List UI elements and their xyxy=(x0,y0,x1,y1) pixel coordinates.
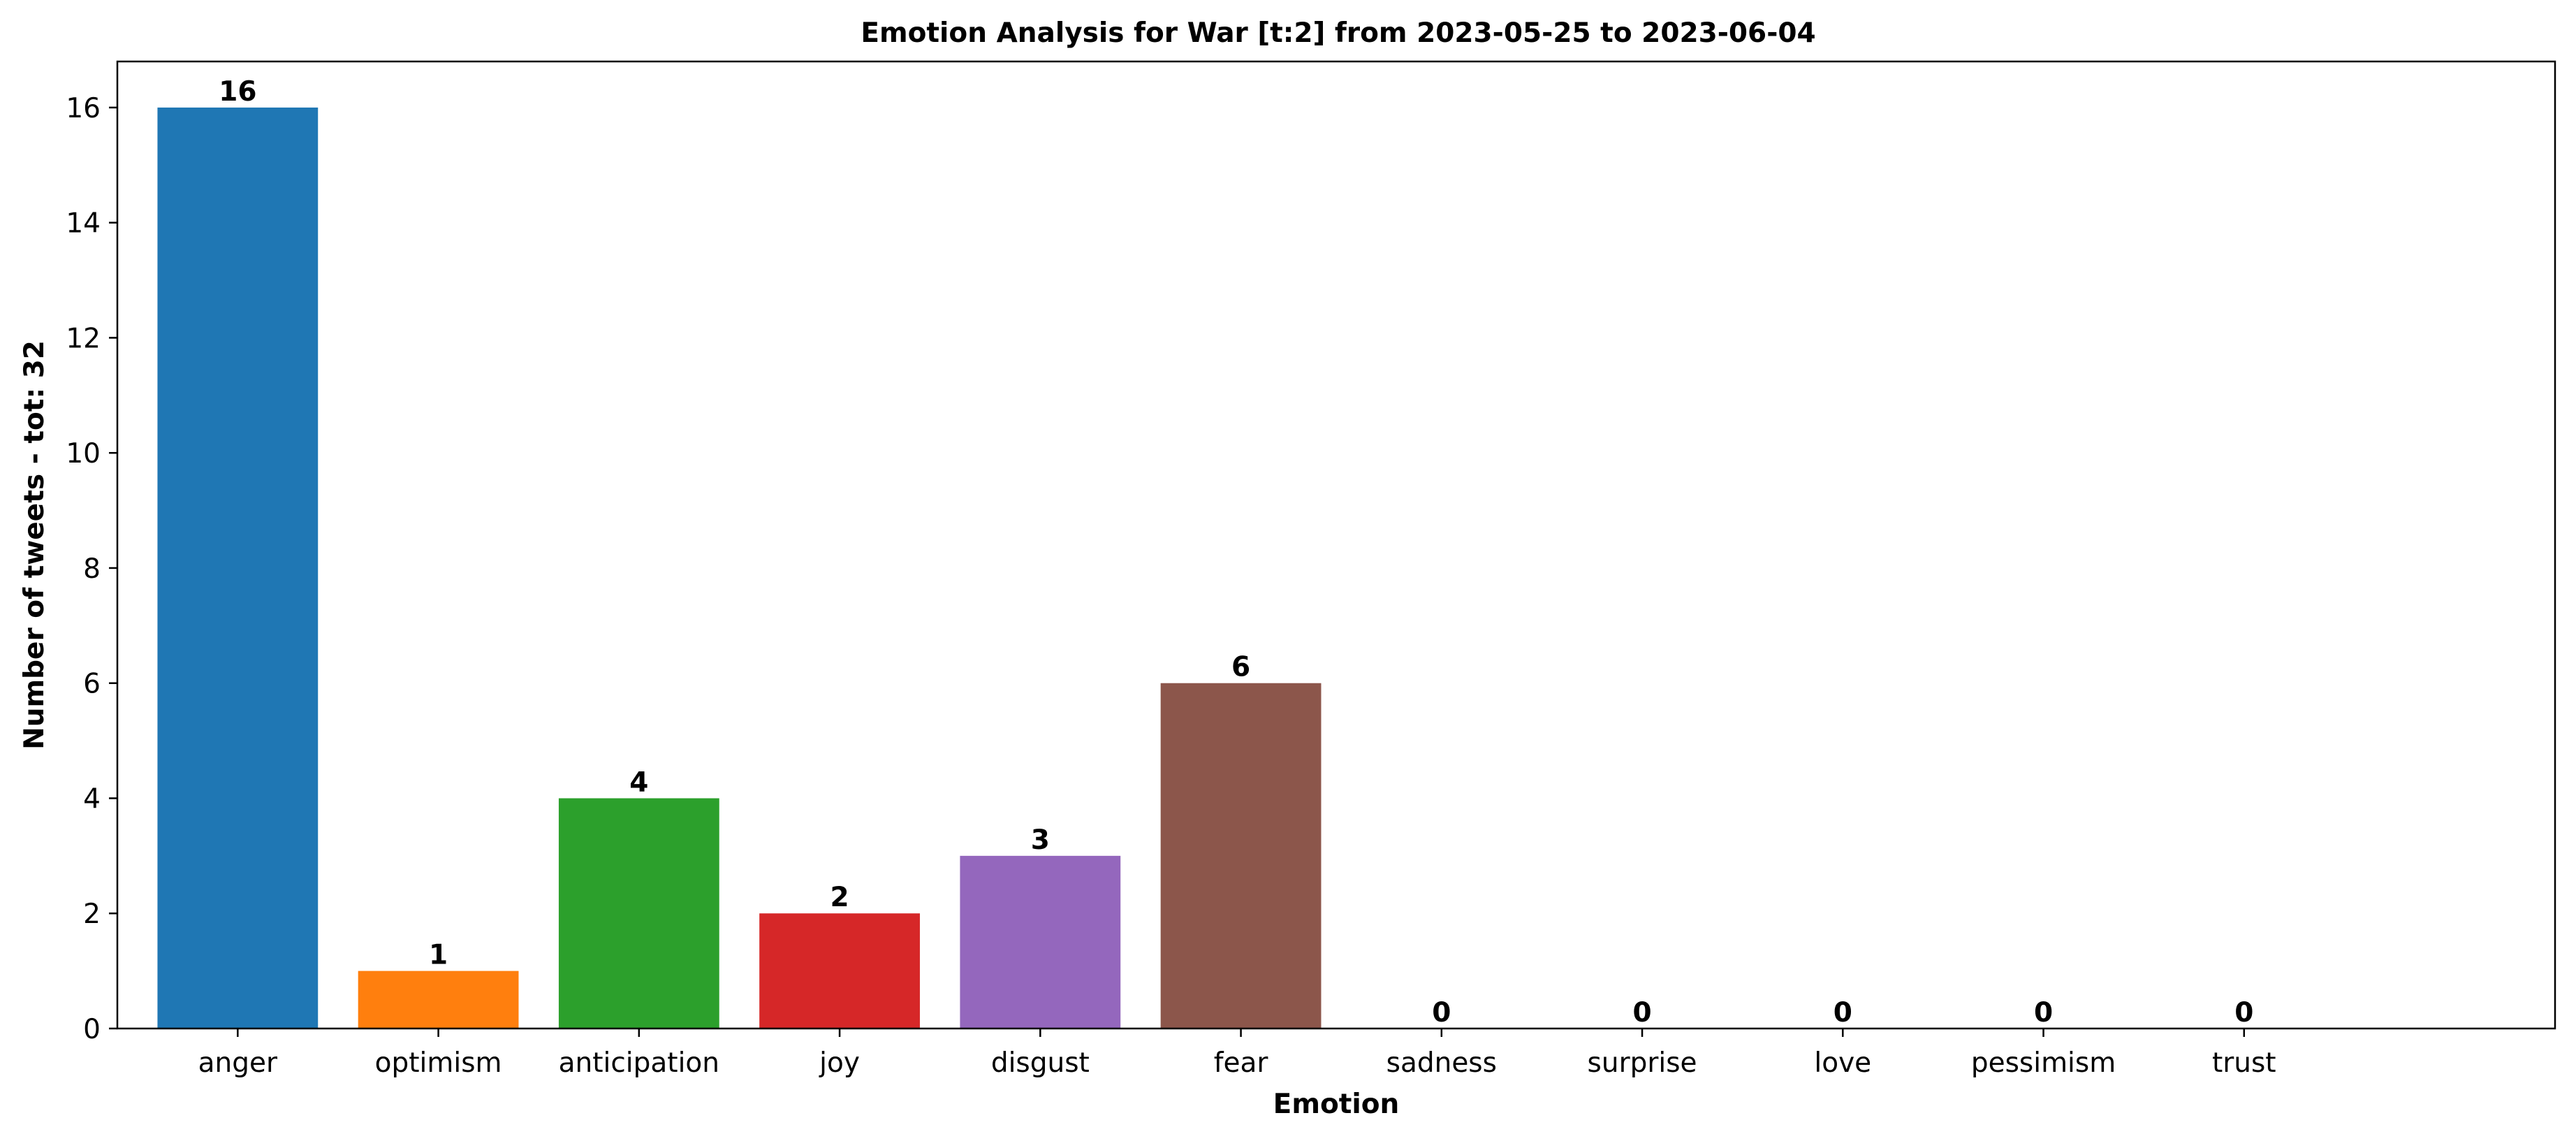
y-tick-label-2: 2 xyxy=(83,899,101,930)
y-tick-label-8: 8 xyxy=(83,553,101,585)
value-label-anger: 16 xyxy=(219,76,256,108)
value-label-joy: 2 xyxy=(830,882,849,913)
x-tick-label-disgust: disgust xyxy=(991,1047,1090,1079)
x-tick-label-anger: anger xyxy=(198,1047,278,1079)
value-label-surprise: 0 xyxy=(1632,997,1651,1029)
x-axis-label: Emotion xyxy=(1273,1089,1400,1120)
y-tick-label-10: 10 xyxy=(66,438,101,470)
value-labels: 16 1 4 2 3 6 0 0 0 0 0 xyxy=(219,76,2253,1029)
chart-title: Emotion Analysis for War [t:2] from 2023… xyxy=(861,17,1815,49)
bar-anger xyxy=(157,107,319,1029)
y-tick-label-0: 0 xyxy=(83,1014,101,1045)
bar-disgust xyxy=(960,855,1121,1029)
bar-anticipation xyxy=(558,798,719,1029)
y-tick-label-12: 12 xyxy=(66,323,101,354)
value-label-love: 0 xyxy=(1834,997,1852,1029)
x-tick-label-pessimism: pessimism xyxy=(1971,1047,2116,1079)
value-label-disgust: 3 xyxy=(1031,824,1050,856)
y-axis: 0 2 4 6 8 10 12 14 16 xyxy=(66,93,117,1045)
x-tick-label-anticipation: anticipation xyxy=(559,1047,719,1079)
x-tick-label-love: love xyxy=(1814,1047,1871,1079)
x-tick-label-sadness: sadness xyxy=(1386,1047,1497,1079)
value-label-pessimism: 0 xyxy=(2034,997,2053,1029)
y-tick-label-14: 14 xyxy=(66,208,101,240)
value-label-fear: 6 xyxy=(1231,652,1250,683)
value-label-optimism: 1 xyxy=(429,940,448,971)
x-tick-label-joy: joy xyxy=(819,1047,860,1079)
y-tick-label-6: 6 xyxy=(83,669,101,700)
value-label-sadness: 0 xyxy=(1432,997,1451,1029)
plot-area-frame xyxy=(116,60,2556,1030)
bars xyxy=(157,107,1322,1029)
x-tick-label-optimism: optimism xyxy=(375,1047,502,1079)
bar-joy xyxy=(759,913,920,1029)
bar-optimism xyxy=(358,971,519,1029)
y-tick-label-16: 16 xyxy=(66,93,101,124)
x-tick-label-fear: fear xyxy=(1214,1047,1269,1079)
x-tick-label-trust: trust xyxy=(2212,1047,2276,1079)
y-axis-label: Number of tweets - tot: 32 xyxy=(19,340,50,750)
x-axis: anger optimism anticipation joy disgust fear s… xyxy=(198,1029,2276,1079)
x-tick-label-surprise: surprise xyxy=(1588,1047,1697,1079)
value-label-trust: 0 xyxy=(2234,997,2253,1029)
y-tick-label-4: 4 xyxy=(83,783,101,815)
value-label-anticipation: 4 xyxy=(629,766,648,798)
bar-fear xyxy=(1160,683,1322,1029)
